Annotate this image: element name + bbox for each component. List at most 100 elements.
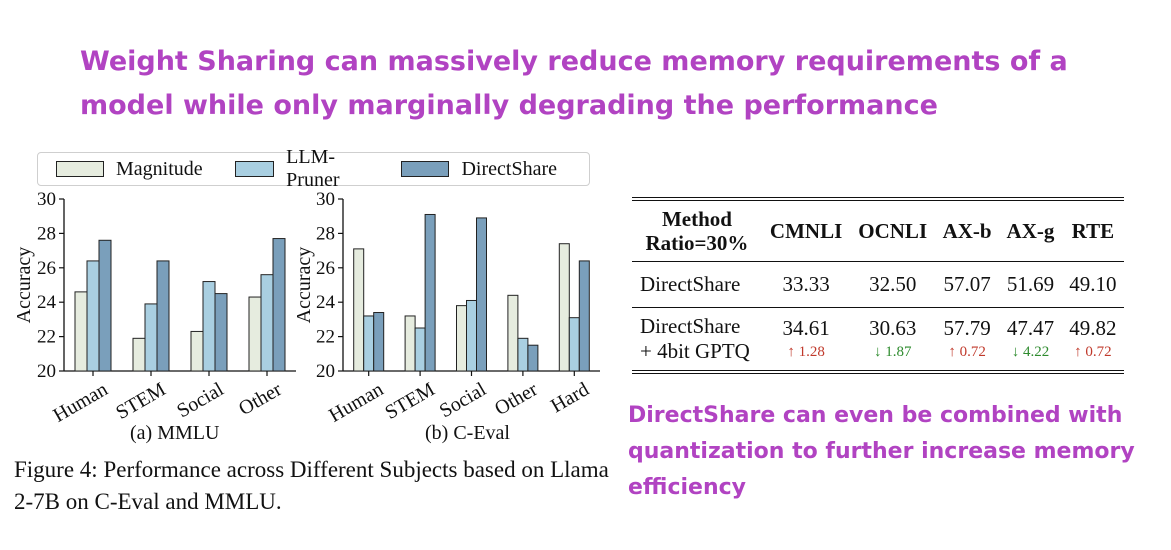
ceval-bar xyxy=(353,248,365,372)
ceval-xtick-label: Social xyxy=(436,378,491,422)
header-method: Method Ratio=30% xyxy=(632,199,762,262)
row2-rte: 49.82 ↑ 0.72 xyxy=(1062,308,1124,373)
row1-cmnli: 33.33 xyxy=(782,272,830,296)
row2-method: DirectShare + 4bit GPTQ xyxy=(632,308,762,373)
row2-cmnli: 34.61 ↑ 1.28 xyxy=(762,308,850,373)
results-table: Method Ratio=30% CMNLI OCNLI AX-b AX-g R… xyxy=(632,197,1124,374)
mmlu-caption: (a) MMLU xyxy=(130,422,220,444)
ceval-ytick-label: 24 xyxy=(316,292,336,313)
chart-legend: Magnitude LLM-Pruner DirectShare xyxy=(37,146,590,191)
ceval-bar xyxy=(404,315,416,372)
row1-method: DirectShare xyxy=(640,272,741,296)
mmlu-xtick-label: Human xyxy=(49,378,111,426)
row2-rte-value: 49.82 xyxy=(1069,315,1117,340)
table-row: DirectShare 33.33 32.50 57.07 51.69 49.1… xyxy=(632,262,1124,308)
legend-item-directshare: DirectShare xyxy=(401,158,557,181)
header-ocnli: OCNLI xyxy=(858,218,928,243)
mmlu-bar xyxy=(132,337,146,372)
headline: Weight Sharing can massively reduce memo… xyxy=(80,46,1068,121)
table-header-row: Method Ratio=30% CMNLI OCNLI AX-b AX-g R… xyxy=(632,199,1124,262)
mmlu-bar xyxy=(260,274,274,372)
mmlu-bar xyxy=(74,291,88,372)
row2-axb: 57.79 ↑ 0.72 xyxy=(935,308,999,373)
mmlu-bar xyxy=(248,296,262,372)
mmlu-bar xyxy=(98,239,112,372)
ceval-bar xyxy=(466,299,477,372)
mmlu-bar xyxy=(190,330,204,372)
ceval-bar xyxy=(568,317,580,372)
mmlu-ytick-label: 22 xyxy=(37,327,56,348)
mmlu-ytick-label: 28 xyxy=(37,223,56,244)
legend-swatch-llm-pruner xyxy=(234,161,275,177)
ceval-ytick-label: 22 xyxy=(316,327,335,348)
ceval-ytick-label: 20 xyxy=(316,361,335,382)
quantization-note: DirectShare can even be combined with qu… xyxy=(628,403,1135,500)
legend-swatch-directshare xyxy=(401,161,450,177)
mmlu-xtick-label: Other xyxy=(235,378,286,420)
header-method-line1: Method xyxy=(661,207,732,231)
row2-axb-value: 57.79 xyxy=(943,315,991,340)
ceval-bar xyxy=(578,260,590,372)
row2-ocnli: 30.63 ↓ 1.87 xyxy=(850,308,935,373)
legend-label-magnitude: Magnitude xyxy=(116,157,203,180)
mmlu-bar xyxy=(202,281,216,372)
ceval-ylabel: Accuracy xyxy=(293,247,315,324)
row2-axg: 47.47 ↓ 4.22 xyxy=(999,308,1062,373)
row1-axb: 57.07 xyxy=(943,272,991,296)
mmlu-ytick-label: 26 xyxy=(37,258,56,279)
row2-method-line2: + 4bit GPTQ xyxy=(640,339,750,363)
row2-cmnli-value: 34.61 xyxy=(782,315,830,340)
mmlu-xtick-label: Social xyxy=(173,378,228,422)
mmlu-ytick-label: 24 xyxy=(37,292,57,313)
row2-axg-delta: ↓ 4.22 xyxy=(1011,343,1050,360)
mmlu-bar xyxy=(86,260,100,372)
ceval-bar xyxy=(373,312,385,372)
ceval-bar xyxy=(517,337,529,372)
ceval-bar xyxy=(558,243,570,372)
legend-label-llm-pruner: LLM-Pruner xyxy=(286,146,340,191)
ceval-xtick-label: STEM xyxy=(381,378,438,424)
row2-method-line1: DirectShare xyxy=(640,314,741,338)
mmlu-bar xyxy=(156,260,170,372)
ceval-xtick-label: Hard xyxy=(547,378,593,417)
ceval-bar xyxy=(363,315,375,372)
row2-rte-delta: ↑ 0.72 xyxy=(1074,343,1112,360)
header-method-line2: Ratio=30% xyxy=(645,231,749,255)
header-rte: RTE xyxy=(1071,218,1115,243)
row1-rte: 49.10 xyxy=(1069,272,1117,296)
header-axg: AX-g xyxy=(1006,218,1055,243)
header-cmnli: CMNLI xyxy=(769,218,843,243)
ceval-bar xyxy=(424,213,436,372)
row1-axg: 51.69 xyxy=(1006,272,1055,296)
mmlu-bar xyxy=(272,238,286,372)
ceval-xtick-label: Other xyxy=(491,378,542,420)
row2-axb-delta: ↑ 0.72 xyxy=(948,343,986,360)
mmlu-bar xyxy=(214,293,228,372)
ceval-bar xyxy=(476,217,487,372)
ceval-ytick-label: 30 xyxy=(316,189,335,210)
mmlu-ytick-label: 20 xyxy=(37,361,56,382)
legend-item-magnitude: Magnitude xyxy=(56,158,203,181)
mmlu-bar-chart: Accuracy 20 22 24 26 28 30 Human STEM Social Other xyxy=(13,189,296,427)
ceval-bar xyxy=(456,305,467,372)
row2-axg-value: 47.47 xyxy=(1006,315,1055,340)
row2-ocnli-value: 30.63 xyxy=(869,315,917,340)
ceval-ytick-label: 26 xyxy=(316,258,335,279)
row1-ocnli: 32.50 xyxy=(869,272,917,296)
mmlu-ytick-label: 30 xyxy=(37,189,56,210)
ceval-bar xyxy=(507,294,519,372)
row2-ocnli-delta: ↓ 1.87 xyxy=(873,343,912,360)
ceval-xtick-label: Human xyxy=(325,378,387,426)
ceval-caption: (b) C-Eval xyxy=(425,422,510,444)
legend-item-llm-pruner: LLM-Pruner xyxy=(234,146,370,192)
header-axb: AX-b xyxy=(942,218,992,243)
table-row: DirectShare + 4bit GPTQ 34.61 ↑ 1.28 30.6… xyxy=(632,308,1124,373)
ceval-bar xyxy=(414,327,426,372)
mmlu-bar xyxy=(144,303,158,372)
ceval-ytick-label: 28 xyxy=(316,223,335,244)
ceval-bar xyxy=(527,344,539,372)
legend-swatch-magnitude xyxy=(56,161,104,177)
mmlu-xtick-label: STEM xyxy=(112,378,169,424)
figure-caption: Figure 4: Performance across Different S… xyxy=(14,457,609,514)
